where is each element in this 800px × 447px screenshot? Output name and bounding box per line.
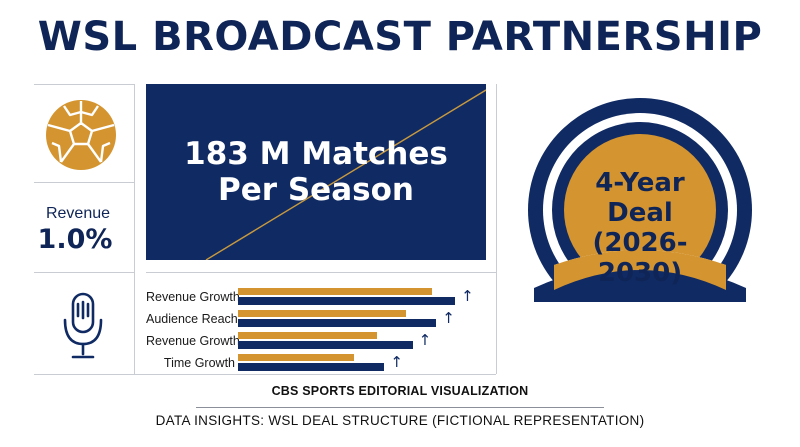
stat-panel-accent [205, 89, 486, 260]
divider-vertical-left [134, 84, 135, 374]
revenue-value: 1.0% [37, 224, 113, 255]
bar-gold [238, 288, 432, 295]
stat-text: 183 M Matches Per Season [146, 136, 486, 208]
footer-subtitle: DATA INSIGHTS: WSL DEAL STRUCTURE (FICTI… [155, 413, 645, 428]
bar-label: Time Growth [163, 356, 235, 370]
bar-row: Revenue Growth ↑ [146, 287, 496, 309]
divider-bottom [34, 374, 496, 375]
microphone-icon [63, 292, 103, 359]
bar-gold [238, 354, 354, 361]
bar-navy [238, 297, 456, 305]
bar-label: Revenue Growth [146, 334, 240, 348]
page-title: WSL BROADCAST PARTNERSHIP [37, 14, 763, 60]
deal-badge [512, 98, 768, 330]
bar-row: Audience Reach ↑ [146, 309, 496, 331]
divider-left-low [34, 272, 134, 273]
soccer-ball-icon [46, 100, 116, 170]
up-arrow-icon: ↑ [418, 331, 432, 349]
bar-row: Revenue Growth ↑ [146, 331, 496, 353]
stat-line-2: Per Season [218, 172, 414, 208]
bar-gold [238, 332, 378, 339]
divider-footer [196, 407, 604, 408]
up-arrow-icon: ↑ [390, 353, 403, 371]
divider-left-mid [34, 182, 134, 183]
bar-gold [238, 310, 406, 317]
bar-row: Time Growth ↑ [146, 353, 496, 375]
revenue-label: Revenue [45, 205, 111, 222]
badge-line-1: 4-Year [595, 168, 685, 198]
badge-line-4: 2030) [597, 258, 683, 288]
divider-top [34, 84, 134, 85]
divider-bars [146, 272, 496, 273]
bar-navy [238, 319, 437, 327]
up-arrow-icon: ↑ [442, 309, 455, 327]
bar-navy [238, 341, 413, 349]
bar-label: Audience Reach [146, 312, 238, 326]
bar-navy [238, 363, 385, 371]
badge-line-3: (2026- [592, 228, 688, 258]
stat-line-1: 183 M Matches [184, 136, 448, 172]
stat-panel: 183 M Matches Per Season [146, 84, 486, 260]
bar-label: Revenue Growth [146, 290, 240, 304]
divider-vertical-right [496, 84, 497, 374]
footer-title: CBS SPORTS EDITORIAL VISUALIZATION [271, 384, 529, 398]
badge-text: 4-Year Deal (2026- 2030) [568, 168, 712, 288]
up-arrow-icon: ↑ [461, 287, 474, 305]
badge-line-2: Deal [607, 198, 673, 228]
